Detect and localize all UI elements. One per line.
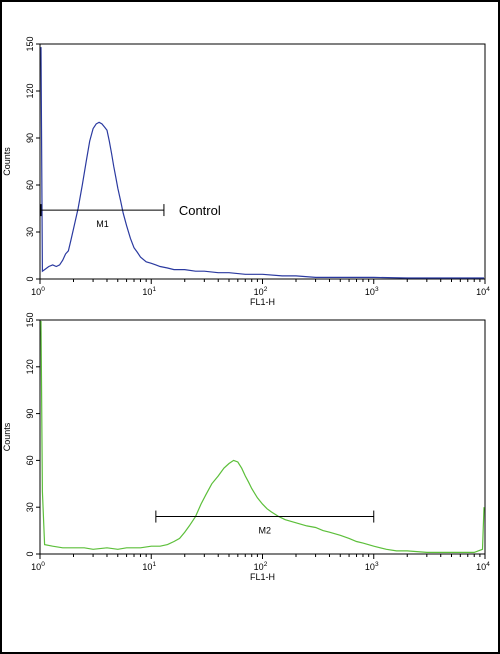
y-axis-ticks: 0 30 60 90 120 150 xyxy=(25,312,40,557)
y-axis-title: Counts xyxy=(2,147,12,176)
x-tick-base: 10 xyxy=(142,287,152,297)
x-tick-base: 10 xyxy=(476,287,486,297)
y-tick-label: 0 xyxy=(25,276,35,281)
x-tick-exponent: 4 xyxy=(486,561,490,568)
gate-markers: M2 xyxy=(155,510,375,536)
x-tick-base: 10 xyxy=(31,287,41,297)
control-histogram-line xyxy=(40,47,484,279)
x-tick-base: 10 xyxy=(254,562,264,572)
x-axis-title: FL1-H xyxy=(250,297,275,307)
x-tick-base: 10 xyxy=(142,562,152,572)
x-tick-label: 104 xyxy=(476,561,490,572)
gate-markers: M1 Control xyxy=(40,203,221,229)
y-tick-label: 60 xyxy=(25,455,35,465)
y-axis-title: Counts xyxy=(2,422,12,451)
gate-label: M1 xyxy=(96,219,109,229)
x-tick-label: 104 xyxy=(476,286,490,297)
y-tick-label: 30 xyxy=(25,502,35,512)
x-tick-exponent: 1 xyxy=(152,286,156,293)
x-axis-ticks: 100 101 102 103 104 xyxy=(31,279,490,297)
y-axis-ticks: 0 30 60 90 120 150 xyxy=(25,36,40,282)
x-tick-base: 10 xyxy=(31,562,41,572)
x-tick-exponent: 0 xyxy=(41,561,45,568)
y-tick-label: 120 xyxy=(25,83,35,98)
x-tick-label: 103 xyxy=(365,286,379,297)
x-tick-label: 100 xyxy=(31,286,45,297)
x-tick-base: 10 xyxy=(476,562,486,572)
x-tick-exponent: 2 xyxy=(264,286,268,293)
y-tick-label: 90 xyxy=(25,133,35,143)
y-tick-label: 90 xyxy=(25,409,35,419)
x-tick-label: 100 xyxy=(31,561,45,572)
y-tick-label: 120 xyxy=(25,359,35,374)
x-tick-label: 101 xyxy=(142,561,156,572)
x-tick-exponent: 1 xyxy=(152,561,156,568)
gate-label: M2 xyxy=(259,526,272,536)
x-tick-base: 10 xyxy=(365,562,375,572)
x-axis-title: FL1-H xyxy=(250,572,275,582)
y-tick-label: 150 xyxy=(25,36,35,51)
y-tick-label: 150 xyxy=(25,312,35,327)
sample-histogram-line xyxy=(40,320,485,553)
y-tick-label: 30 xyxy=(25,227,35,237)
annotation-label: Control xyxy=(179,203,221,218)
x-tick-label: 102 xyxy=(254,286,268,297)
x-tick-exponent: 3 xyxy=(375,561,379,568)
x-tick-base: 10 xyxy=(365,287,375,297)
x-tick-label: 102 xyxy=(254,561,268,572)
x-tick-exponent: 2 xyxy=(264,561,268,568)
plot-area-border xyxy=(39,43,486,280)
plot-area-border xyxy=(39,319,486,555)
x-tick-base: 10 xyxy=(254,287,264,297)
x-tick-label: 103 xyxy=(365,561,379,572)
x-tick-exponent: 0 xyxy=(41,286,45,293)
x-tick-exponent: 3 xyxy=(375,286,379,293)
y-tick-label: 60 xyxy=(25,180,35,190)
x-tick-label: 101 xyxy=(142,286,156,297)
y-tick-label: 0 xyxy=(25,551,35,556)
x-tick-exponent: 4 xyxy=(486,286,490,293)
x-axis-ticks: 100 101 102 103 104 xyxy=(31,554,490,572)
